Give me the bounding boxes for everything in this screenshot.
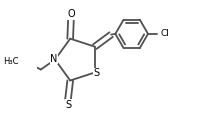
Text: S: S [65,100,71,110]
Text: N: N [50,54,58,64]
Text: O: O [67,9,75,19]
Text: Cl: Cl [161,29,170,38]
Text: H₃C: H₃C [3,57,19,66]
Text: S: S [93,68,99,78]
